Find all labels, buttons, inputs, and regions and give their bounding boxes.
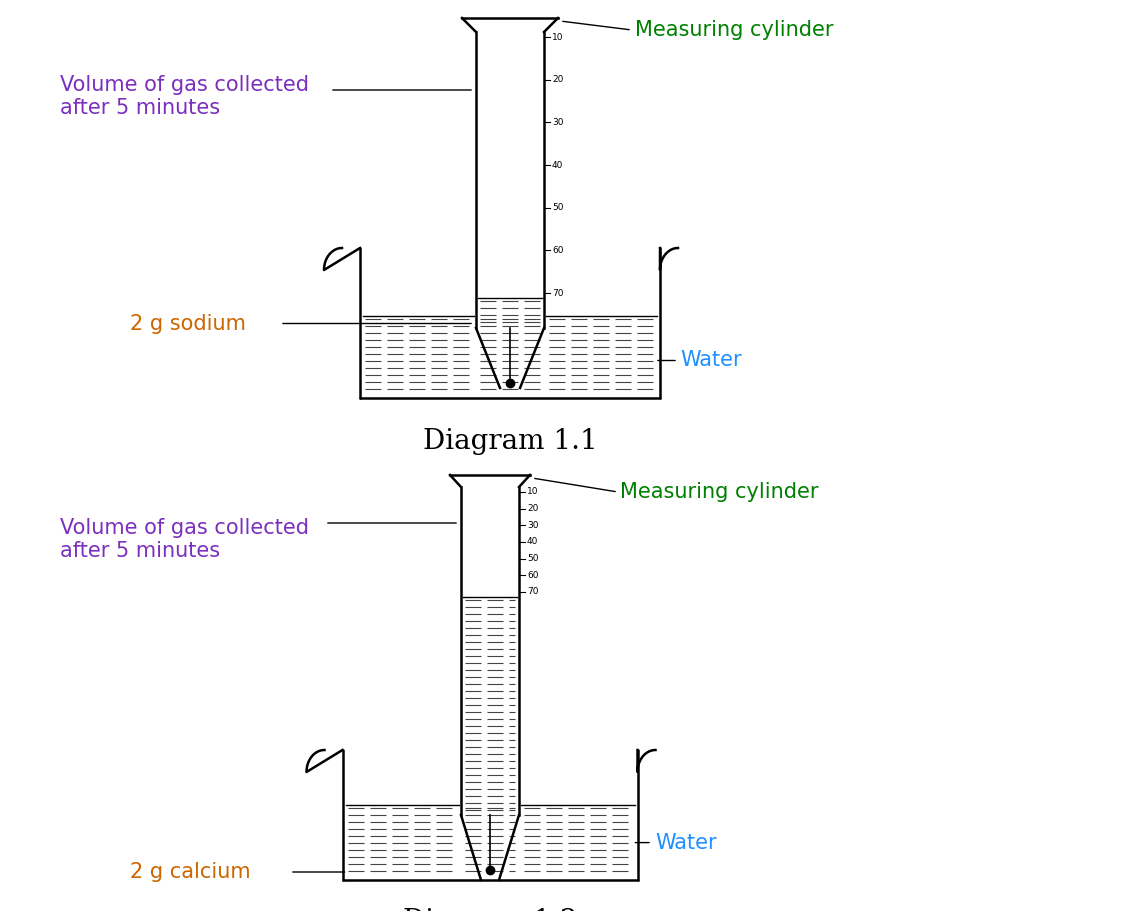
Text: 20: 20: [527, 504, 538, 513]
Text: 10: 10: [552, 33, 563, 42]
Bar: [478, 315, 542, 395]
Text: Water: Water: [655, 833, 717, 853]
Text: 60: 60: [552, 246, 563, 255]
Text: Diagram 1.2: Diagram 1.2: [402, 908, 577, 911]
Bar: [463, 597, 517, 813]
Text: Measuring cylinder: Measuring cylinder: [620, 482, 818, 502]
Text: 70: 70: [552, 289, 563, 298]
Text: 40: 40: [527, 537, 538, 547]
Text: 30: 30: [527, 521, 538, 530]
Text: 60: 60: [527, 571, 538, 579]
Bar: [345, 804, 458, 877]
Text: Volume of gas collected
after 5 minutes: Volume of gas collected after 5 minutes: [59, 75, 309, 118]
Text: 10: 10: [527, 487, 538, 496]
Text: Water: Water: [680, 351, 742, 371]
Text: 2 g calcium: 2 g calcium: [130, 862, 250, 882]
Text: 50: 50: [527, 554, 538, 563]
Text: Volume of gas collected
after 5 minutes: Volume of gas collected after 5 minutes: [59, 518, 309, 561]
Bar: [522, 804, 634, 877]
Text: Diagram 1.1: Diagram 1.1: [423, 428, 598, 455]
Text: 30: 30: [552, 118, 563, 127]
Bar: [363, 315, 473, 395]
Bar: [547, 315, 657, 395]
Bar: [478, 298, 542, 326]
Text: 40: 40: [552, 160, 563, 169]
Text: 50: 50: [552, 203, 563, 212]
Text: 20: 20: [552, 76, 563, 84]
Bar: [463, 804, 517, 877]
Text: Measuring cylinder: Measuring cylinder: [636, 20, 833, 40]
Text: 2 g sodium: 2 g sodium: [130, 313, 246, 333]
Text: 70: 70: [527, 588, 538, 597]
